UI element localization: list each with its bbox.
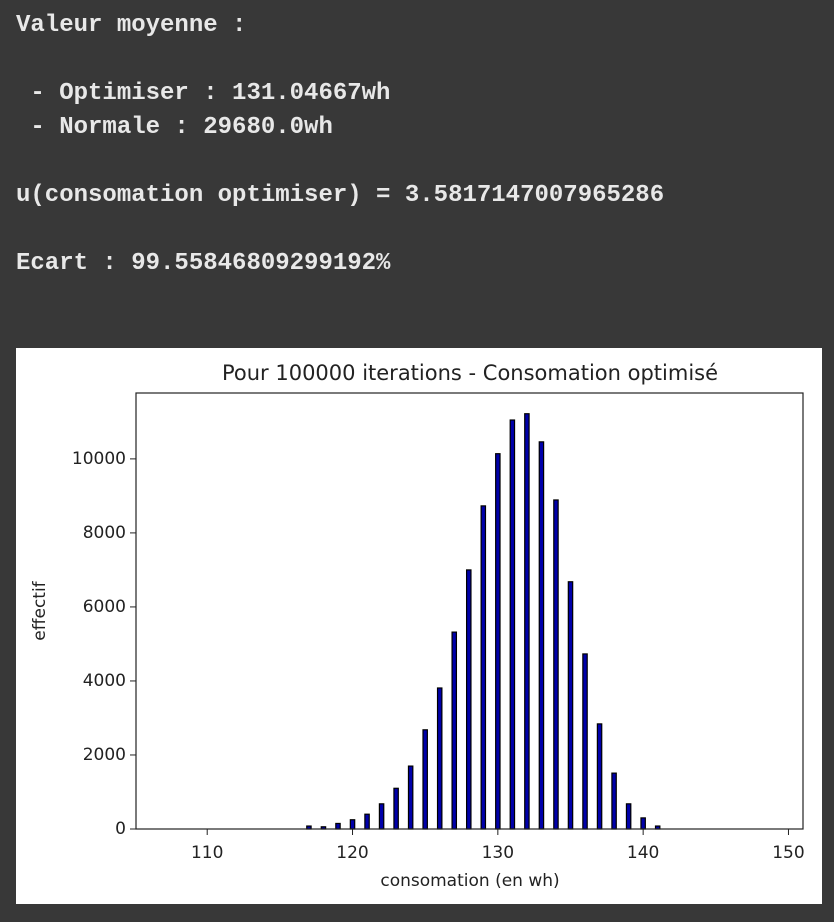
- chart-title: Pour 100000 iterations - Consomation opt…: [222, 361, 718, 385]
- bar: [567, 581, 574, 830]
- y-axis-label: effectif: [30, 580, 50, 640]
- plot-area: 0 2000 4000 6000 8000 10000 110 120 130 140 150: [72, 392, 805, 863]
- x-axis-label: consomation (en wh): [380, 871, 559, 891]
- x-tick-label: 130: [482, 843, 514, 863]
- bar: [436, 687, 443, 830]
- bar: [378, 803, 385, 830]
- bar: [582, 653, 588, 830]
- output-line: Valeur moyenne :: [16, 12, 247, 39]
- x-tick-label: 150: [772, 843, 804, 863]
- bar: [422, 729, 428, 830]
- bar: [611, 772, 617, 830]
- y-tick-label: 10000: [72, 449, 126, 469]
- chart-background: [16, 348, 822, 904]
- bar: [451, 631, 458, 830]
- bar: [335, 822, 341, 830]
- bar: [625, 803, 632, 830]
- bar: [553, 499, 559, 830]
- y-tick-label: 2000: [83, 745, 126, 765]
- bar: [465, 569, 472, 830]
- bar: [596, 723, 603, 830]
- output-line: - Optimiser : 131.04667wh: [16, 80, 391, 107]
- bar: [495, 453, 501, 830]
- x-tick-label: 120: [336, 843, 368, 863]
- y-tick-label: 6000: [83, 597, 126, 617]
- output-line: u(consomation optimiser) = 3.58171470079…: [16, 182, 665, 209]
- output-line: - Normale : 29680.0wh: [16, 114, 333, 141]
- bar: [640, 817, 646, 830]
- bar: [407, 765, 414, 830]
- bar: [364, 813, 370, 830]
- y-tick-label: 8000: [83, 523, 126, 543]
- bar: [349, 819, 356, 830]
- bar: [393, 787, 399, 830]
- x-tick-label: 110: [191, 843, 223, 863]
- bar: [480, 505, 487, 830]
- x-tick-label: 140: [627, 843, 659, 863]
- bar: [509, 419, 516, 830]
- bar: [524, 413, 530, 830]
- y-tick-label: 4000: [83, 671, 126, 691]
- bar: [538, 441, 545, 830]
- plot-frame: [135, 392, 804, 830]
- output-line: Ecart : 99.55846809299192%: [16, 250, 391, 277]
- y-tick-label: 0: [115, 819, 126, 839]
